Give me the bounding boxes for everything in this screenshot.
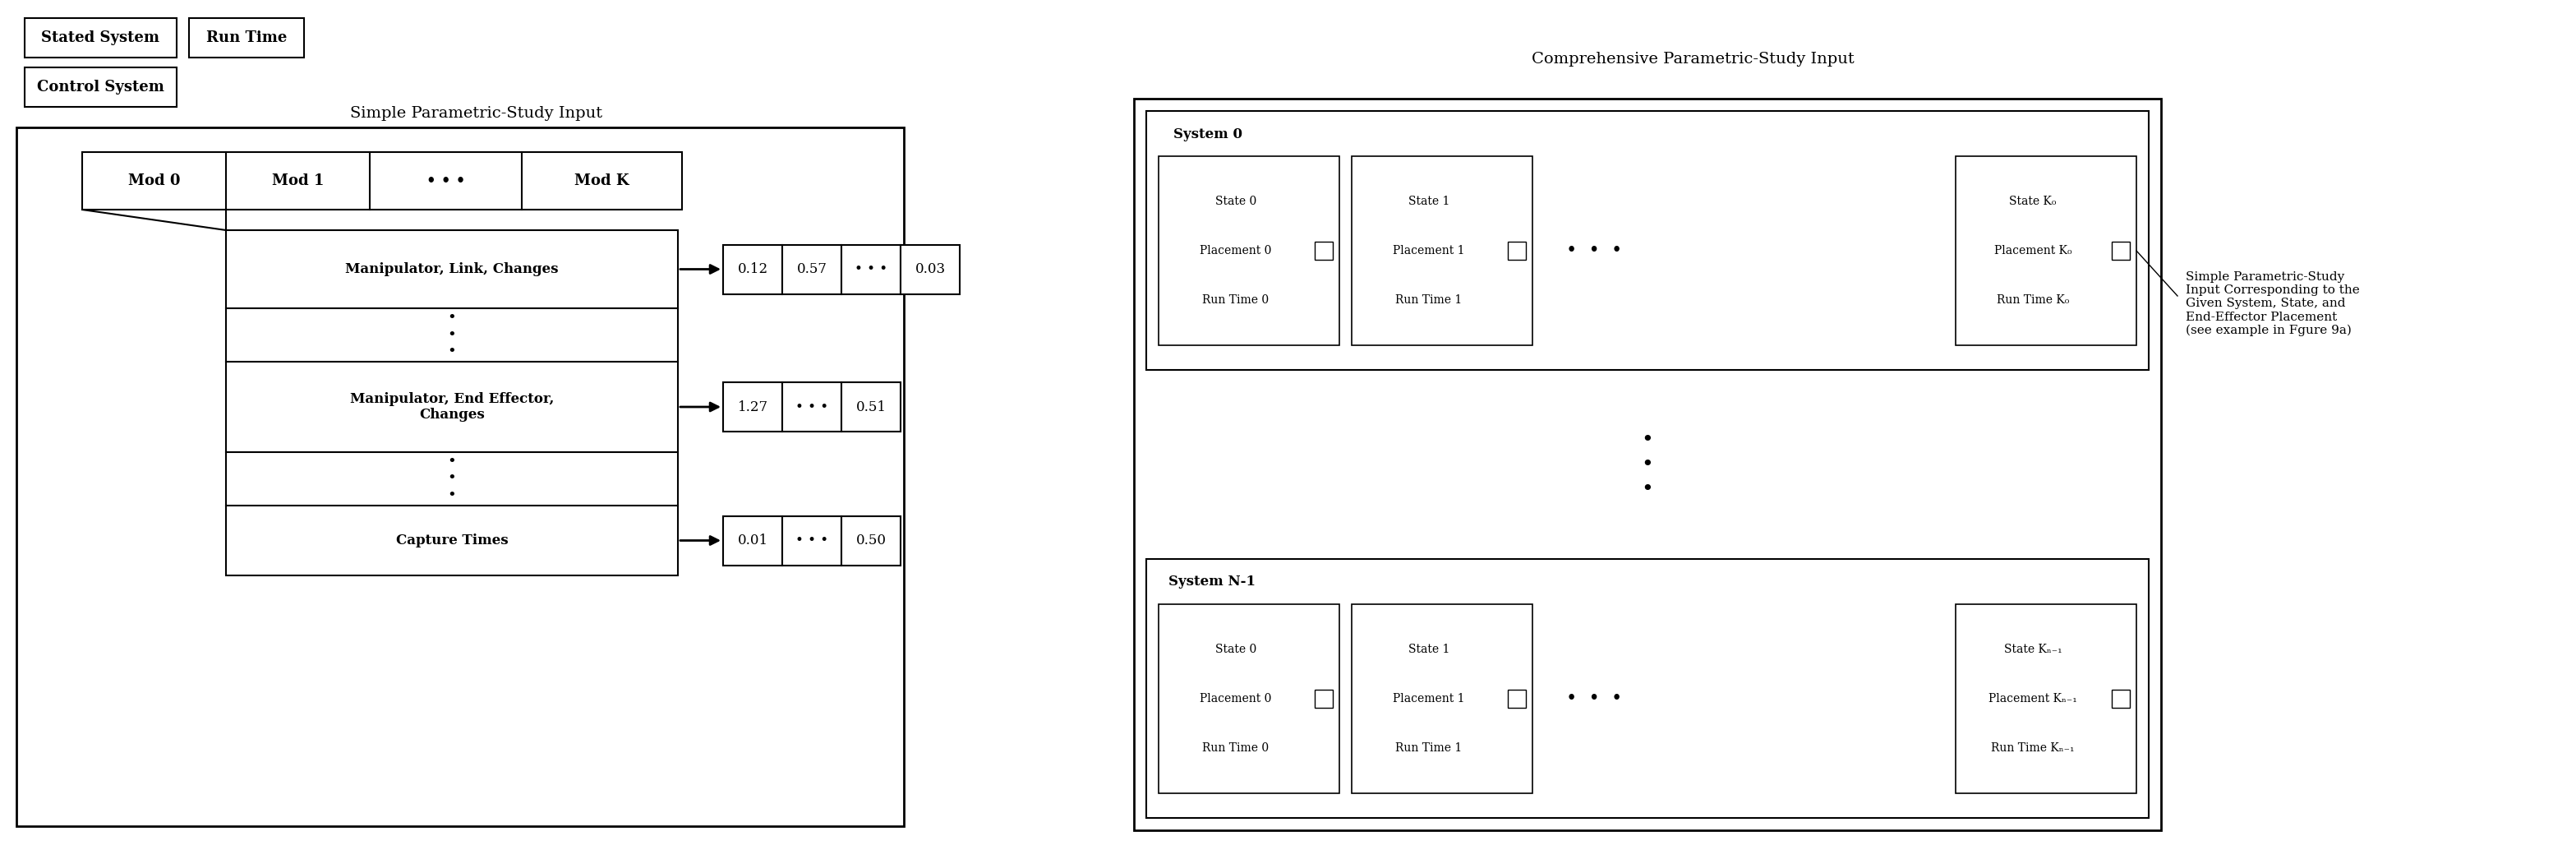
Text: Run Time: Run Time — [206, 31, 286, 45]
Text: • • •: • • • — [796, 534, 829, 547]
Text: Run Time Kₙ₋₁: Run Time Kₙ₋₁ — [1991, 742, 2074, 754]
Text: Stated System: Stated System — [41, 31, 160, 45]
Bar — [1133, 99, 2161, 830]
Bar — [1955, 156, 2136, 345]
Text: Placement K₀: Placement K₀ — [1994, 245, 2071, 257]
Text: Run Time 1: Run Time 1 — [1396, 742, 1463, 754]
Text: Placement 0: Placement 0 — [1200, 693, 1273, 705]
Text: •  •  •: • • • — [1566, 689, 1623, 708]
Text: •  •  •: • • • — [1566, 241, 1623, 260]
Text: State 1: State 1 — [1409, 643, 1450, 655]
Text: •: • — [1641, 430, 1654, 450]
Bar — [82, 152, 683, 210]
Text: Simple Parametric-Study Input: Simple Parametric-Study Input — [350, 106, 603, 121]
Bar — [1314, 689, 1332, 708]
Text: State 0: State 0 — [1216, 196, 1257, 207]
Bar — [902, 245, 961, 294]
Text: Placement 0: Placement 0 — [1200, 245, 1273, 257]
Text: 0.50: 0.50 — [855, 534, 886, 547]
Text: Manipulator, Link, Changes: Manipulator, Link, Changes — [345, 263, 559, 276]
Text: Mod 1: Mod 1 — [273, 173, 325, 188]
Bar — [2112, 689, 2130, 708]
Text: Placement 1: Placement 1 — [1394, 693, 1466, 705]
Bar — [842, 382, 902, 432]
Text: •
•
•: • • • — [448, 310, 456, 360]
Text: 1.27: 1.27 — [737, 400, 768, 414]
Text: State 0: State 0 — [1216, 643, 1257, 655]
Bar — [1352, 156, 1533, 345]
Text: 0.01: 0.01 — [737, 534, 768, 547]
Text: Run Time K₀: Run Time K₀ — [1996, 294, 2069, 306]
Text: • • •: • • • — [855, 263, 889, 276]
Text: State 1: State 1 — [1409, 196, 1450, 207]
Bar — [724, 245, 783, 294]
Bar — [1146, 111, 2148, 370]
Text: Control System: Control System — [36, 80, 165, 94]
Text: Mod 0: Mod 0 — [129, 173, 180, 188]
Text: • • •: • • • — [796, 400, 829, 414]
Bar — [1507, 689, 1525, 708]
Text: Placement Kₙ₋₁: Placement Kₙ₋₁ — [1989, 693, 2076, 705]
Text: •: • — [1641, 455, 1654, 474]
Text: • • •: • • • — [425, 173, 466, 188]
Text: Simple Parametric-Study
Input Corresponding to the
Given System, State, and
End-: Simple Parametric-Study Input Correspond… — [2184, 271, 2360, 337]
Bar — [26, 18, 178, 58]
Bar — [188, 18, 304, 58]
Bar — [1159, 156, 1340, 345]
Text: Manipulator, End Effector,
Changes: Manipulator, End Effector, Changes — [350, 392, 554, 422]
Bar — [1314, 241, 1332, 260]
Bar — [15, 128, 904, 826]
Text: •: • — [1641, 479, 1654, 499]
Bar — [1159, 604, 1340, 793]
Bar — [1507, 241, 1525, 260]
Bar — [783, 516, 842, 565]
Bar — [227, 230, 677, 575]
Bar — [842, 516, 902, 565]
Bar — [783, 382, 842, 432]
Text: System N-1: System N-1 — [1170, 575, 1255, 589]
Bar — [724, 516, 783, 565]
Text: 0.03: 0.03 — [914, 263, 945, 276]
Text: •
•
•: • • • — [448, 455, 456, 503]
Text: Mod K: Mod K — [574, 173, 629, 188]
Text: System 0: System 0 — [1175, 127, 1242, 141]
Text: 0.57: 0.57 — [796, 263, 827, 276]
Bar — [724, 382, 783, 432]
Bar — [26, 67, 178, 107]
Text: 0.51: 0.51 — [855, 400, 886, 414]
Text: State K₀: State K₀ — [2009, 196, 2056, 207]
Text: Run Time 1: Run Time 1 — [1396, 294, 1463, 306]
Text: Run Time 0: Run Time 0 — [1203, 742, 1270, 754]
Bar — [842, 245, 902, 294]
Bar — [783, 245, 842, 294]
Bar — [1955, 604, 2136, 793]
Bar — [2112, 241, 2130, 260]
Text: Placement 1: Placement 1 — [1394, 245, 1466, 257]
Text: Run Time 0: Run Time 0 — [1203, 294, 1270, 306]
Bar — [1352, 604, 1533, 793]
Text: State Kₙ₋₁: State Kₙ₋₁ — [2004, 643, 2061, 655]
Text: Capture Times: Capture Times — [397, 534, 507, 547]
Text: 0.12: 0.12 — [737, 263, 768, 276]
Text: Comprehensive Parametric-Study Input: Comprehensive Parametric-Study Input — [1530, 52, 1855, 66]
Bar — [1146, 559, 2148, 818]
